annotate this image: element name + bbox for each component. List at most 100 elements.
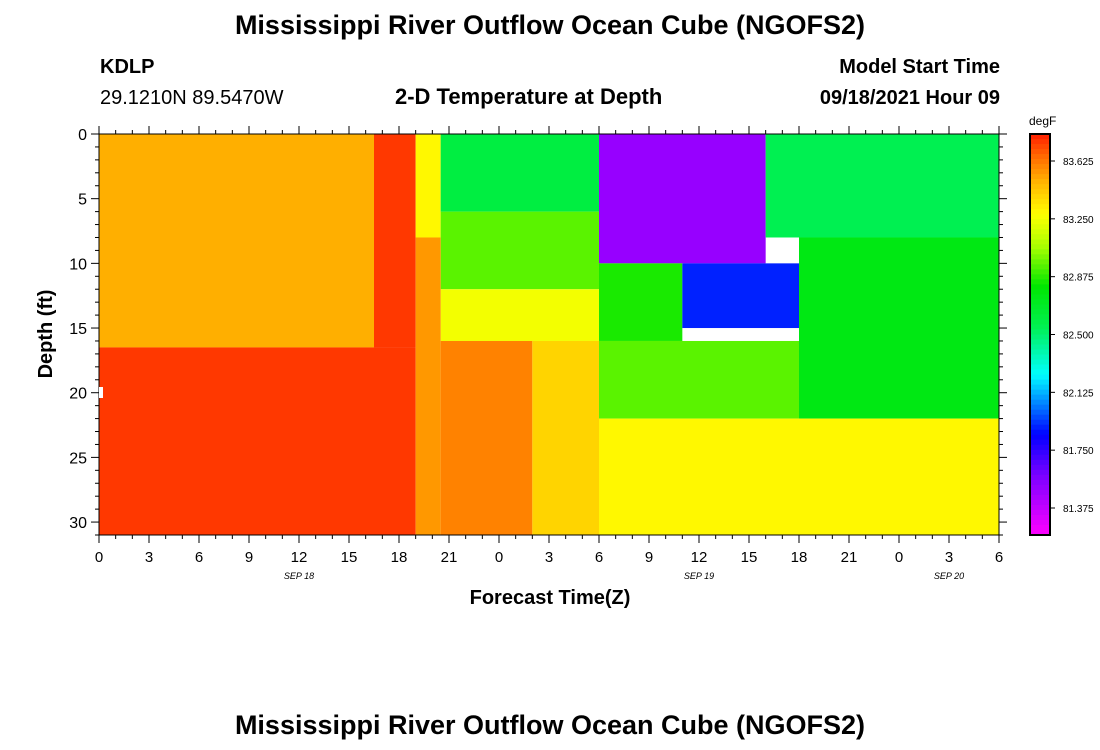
colorbar-segment	[1030, 254, 1050, 260]
colorbar-segment	[1030, 269, 1050, 275]
colorbar-segment	[1030, 299, 1050, 306]
y-tick-label: 25	[69, 450, 87, 467]
colorbar-segment	[1030, 449, 1050, 456]
colorbar-tick-label: 81.750	[1063, 446, 1094, 457]
x-tick-label: 3	[545, 549, 553, 566]
colorbar-segment	[1030, 134, 1050, 140]
station-id: KDLP	[100, 56, 155, 78]
y-tick-label: 10	[69, 256, 87, 273]
heatmap-cell	[599, 134, 766, 264]
x-axis-label: Forecast Time(Z)	[470, 587, 631, 609]
colorbar-segment	[1030, 169, 1050, 175]
colorbar-segment	[1030, 324, 1050, 331]
depth-marker	[99, 387, 103, 398]
heatmap-cell	[374, 134, 416, 348]
y-tick-label: 30	[69, 515, 87, 532]
x-tick-label: 18	[791, 549, 808, 566]
colorbar-tick-label: 83.250	[1063, 215, 1094, 226]
colorbar-segment	[1030, 204, 1050, 210]
colorbar-segment	[1030, 514, 1050, 521]
x-tick-label: 3	[145, 549, 153, 566]
date-label: SEP 18	[284, 571, 314, 581]
colorbar-segment	[1030, 194, 1050, 200]
colorbar-segment	[1030, 164, 1050, 170]
colorbar-tick-label: 82.875	[1063, 273, 1094, 284]
colorbar-segment	[1030, 434, 1050, 441]
colorbar-tick-label: 81.375	[1063, 504, 1094, 515]
x-tick-label: 9	[245, 549, 253, 566]
y-axis: 0 5 10 15 20 25 30	[69, 127, 1007, 536]
x-tick-label: 6	[595, 549, 603, 566]
colorbar-segment	[1030, 404, 1050, 411]
colorbar-segment	[1030, 239, 1050, 245]
colorbar-segment	[1030, 284, 1050, 290]
heatmap-cell	[532, 340, 599, 535]
model-start-value: 09/18/2021 Hour 09	[819, 87, 1000, 109]
colorbar-segment	[1030, 279, 1050, 285]
colorbar-segment	[1030, 214, 1050, 220]
colorbar-segment	[1030, 489, 1050, 496]
x-tick-label: 18	[391, 549, 408, 566]
colorbar-segment	[1030, 264, 1050, 270]
colorbar-segment	[1030, 309, 1050, 316]
colorbar-segment	[1030, 319, 1050, 326]
colorbar-segment	[1030, 199, 1050, 205]
colorbar-segment	[1030, 384, 1050, 391]
colorbar-segment	[1030, 504, 1050, 511]
colorbar-segment	[1030, 154, 1050, 160]
colorbar-tick-label: 83.625	[1063, 157, 1094, 168]
x-tick-label: 15	[341, 549, 358, 566]
heatmap-cells	[99, 134, 999, 535]
colorbar-segment	[1030, 359, 1050, 366]
heatmap-cell	[99, 347, 416, 535]
x-tick-label: 0	[895, 549, 903, 566]
heatmap-cell	[440, 134, 599, 212]
colorbar-segment	[1030, 374, 1050, 381]
x-tick-label: 0	[95, 549, 103, 566]
colorbar-segment	[1030, 139, 1050, 145]
colorbar-segment	[1030, 394, 1050, 401]
plot-title: 2-D Temperature at Depth	[395, 84, 663, 109]
colorbar-segment	[1030, 244, 1050, 250]
colorbar-segment	[1030, 209, 1050, 215]
y-tick-label: 20	[69, 386, 87, 403]
colorbar-segment	[1030, 234, 1050, 240]
date-label: SEP 20	[934, 571, 964, 581]
y-tick-label: 0	[78, 127, 87, 144]
colorbar-segment	[1030, 349, 1050, 356]
x-tick-label: 21	[441, 549, 458, 566]
colorbar-segment	[1030, 409, 1050, 416]
heatmap-cell	[415, 134, 441, 238]
colorbar-segment	[1030, 289, 1050, 295]
colorbar-segment	[1030, 419, 1050, 426]
x-tick-label: 9	[645, 549, 653, 566]
colorbar-segment	[1030, 219, 1050, 225]
heatmap-cell	[765, 134, 999, 238]
temperature-depth-chart: 0 3 6 9 12 15 18 21 0 3 6 9 12 15 18 21 0 3 6 SEP 18 SEP 19 S…	[35, 114, 1094, 609]
x-tick-label: 6	[195, 549, 203, 566]
x-tick-label: 15	[741, 549, 758, 566]
colorbar-segment	[1030, 189, 1050, 195]
colorbar-segment	[1030, 509, 1050, 516]
colorbar-segment	[1030, 334, 1050, 341]
colorbar-tick-label: 82.125	[1063, 388, 1094, 399]
colorbar-segment	[1030, 459, 1050, 466]
colorbar-segment	[1030, 294, 1050, 301]
colorbar-segment	[1030, 179, 1050, 185]
page-title-top: Mississippi River Outflow Ocean Cube (NG…	[234, 10, 866, 40]
colorbar-segment	[1030, 519, 1050, 526]
x-tick-label: 3	[945, 549, 953, 566]
colorbar: 83.625 83.250 82.875 82.500 82.125 81.750 81.3…	[1029, 114, 1094, 536]
colorbar-segment	[1030, 464, 1050, 471]
heatmap-cell	[599, 340, 799, 419]
colorbar-segment	[1030, 339, 1050, 346]
colorbar-segment	[1030, 469, 1050, 476]
colorbar-segment	[1030, 424, 1050, 431]
x-tick-label: 21	[841, 549, 858, 566]
colorbar-segment	[1030, 529, 1050, 536]
colorbar-segment	[1030, 329, 1050, 336]
heatmap-cell	[799, 237, 999, 419]
colorbar-segment	[1030, 249, 1050, 255]
heatmap-cell	[599, 418, 999, 535]
colorbar-unit: degF	[1029, 114, 1056, 128]
